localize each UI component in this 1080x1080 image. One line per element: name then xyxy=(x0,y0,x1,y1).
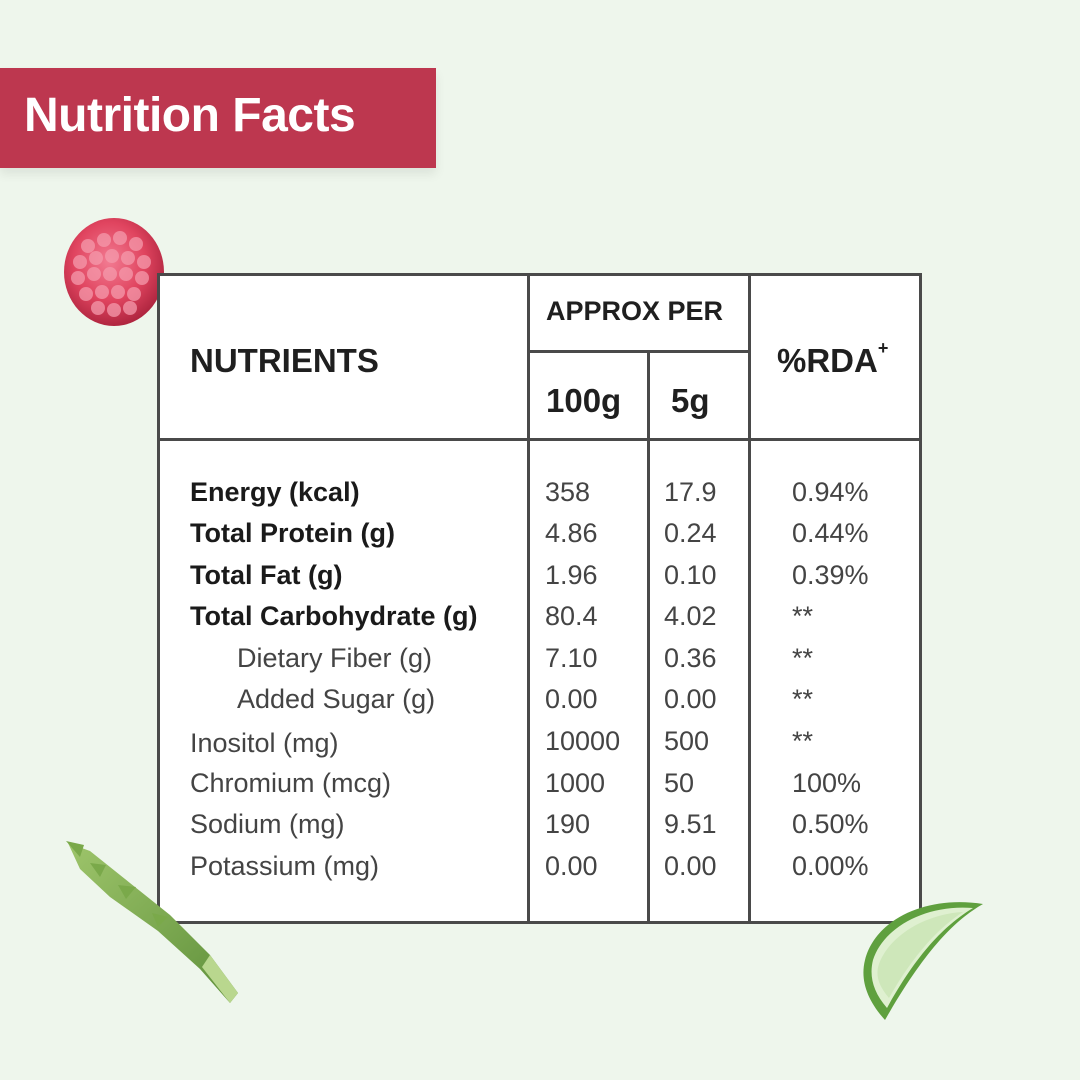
value-5g: 0.36 xyxy=(664,643,717,673)
subheader-divider xyxy=(527,350,751,353)
value-5g: 50 xyxy=(664,768,695,798)
nutrition-table: NUTRIENTS APPROX PER 100g 5g %RDA+ Energ… xyxy=(157,273,922,924)
nutrient-name: Energy (kcal) xyxy=(190,477,360,507)
value-rda: ** xyxy=(792,726,814,756)
header-rda: %RDA+ xyxy=(777,338,888,380)
header-100g: 100g xyxy=(546,382,622,419)
aloe-vera-icon xyxy=(863,902,983,1020)
value-100g: 7.10 xyxy=(545,643,598,673)
header-nutrients: NUTRIENTS xyxy=(190,342,379,379)
value-100g: 190 xyxy=(545,809,591,839)
header-approx-per: APPROX PER xyxy=(546,296,724,326)
value-rda: 100% xyxy=(792,768,862,798)
value-100g: 0.00 xyxy=(545,684,598,714)
value-100g: 10000 xyxy=(545,726,621,756)
column-divider xyxy=(647,351,650,921)
value-5g: 0.24 xyxy=(664,518,717,548)
nutrient-name: Total Protein (g) xyxy=(190,518,395,548)
value-5g: 500 xyxy=(664,726,710,756)
value-5g: 17.9 xyxy=(664,477,717,507)
title-banner: Nutrition Facts xyxy=(0,68,436,168)
header-rda-superscript: + xyxy=(877,338,889,358)
value-100g: 1000 xyxy=(545,768,606,798)
value-rda: 0.94% xyxy=(792,477,869,507)
value-5g: 9.51 xyxy=(664,809,717,839)
value-100g: 0.00 xyxy=(545,851,598,881)
value-rda: 0.50% xyxy=(792,809,869,839)
page-title: Nutrition Facts xyxy=(24,89,356,142)
column-divider xyxy=(527,276,530,921)
value-rda: ** xyxy=(792,643,814,673)
nutrient-name: Potassium (mg) xyxy=(190,851,380,881)
value-100g: 80.4 xyxy=(545,601,598,631)
nutrient-name: Dietary Fiber (g) xyxy=(237,643,433,673)
value-5g: 4.02 xyxy=(664,601,717,631)
header-rda-label: %RDA xyxy=(777,342,878,379)
value-rda: ** xyxy=(792,601,814,631)
value-rda: ** xyxy=(792,684,814,714)
value-100g: 4.86 xyxy=(545,518,598,548)
value-100g: 358 xyxy=(545,477,591,507)
value-rda: 0.00% xyxy=(792,851,869,881)
value-rda: 0.39% xyxy=(792,560,869,590)
value-5g: 0.10 xyxy=(664,560,717,590)
raspberry-icon xyxy=(64,218,164,326)
header-divider xyxy=(160,438,919,441)
value-100g: 1.96 xyxy=(545,560,598,590)
value-5g: 0.00 xyxy=(664,851,717,881)
nutrient-name: Total Fat (g) xyxy=(190,560,343,590)
asparagus-icon xyxy=(66,841,238,1003)
nutrient-name: Chromium (mcg) xyxy=(190,768,392,798)
nutrient-name: Inositol (mg) xyxy=(190,728,339,758)
nutrient-name: Sodium (mg) xyxy=(190,809,345,839)
column-divider xyxy=(748,276,751,921)
nutrient-name: Added Sugar (g) xyxy=(237,684,436,714)
nutrient-name: Total Carbohydrate (g) xyxy=(190,601,478,631)
value-rda: 0.44% xyxy=(792,518,869,548)
header-5g: 5g xyxy=(671,382,710,419)
value-5g: 0.00 xyxy=(664,684,717,714)
